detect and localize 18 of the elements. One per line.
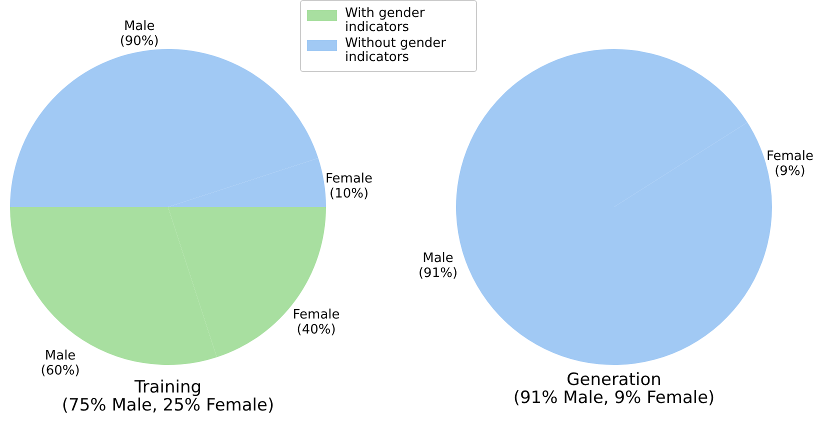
- data-label: (9%): [774, 164, 806, 179]
- slice-label: Male: [422, 251, 454, 266]
- data-label: (90%): [120, 34, 159, 49]
- data-label: (60%): [40, 363, 80, 378]
- text: Generation: [566, 370, 662, 390]
- text: Training: [133, 377, 202, 398]
- data-label: (10%): [330, 186, 369, 202]
- slice-label: Female: [326, 171, 373, 186]
- slice-label: Female: [766, 148, 814, 164]
- text: Without gender indicators: [345, 36, 448, 65]
- slice-label: Female: [292, 308, 340, 323]
- data-label: (40%): [296, 322, 336, 338]
- text: With gender indicators: [345, 6, 426, 35]
- slice-label: Male: [124, 18, 155, 34]
- text: (91% Male, 9% Female): [513, 388, 715, 408]
- data-label: (91%): [418, 266, 458, 282]
- slice-label: Male: [44, 348, 76, 364]
- text: (75% Male, 25% Female): [62, 395, 274, 416]
